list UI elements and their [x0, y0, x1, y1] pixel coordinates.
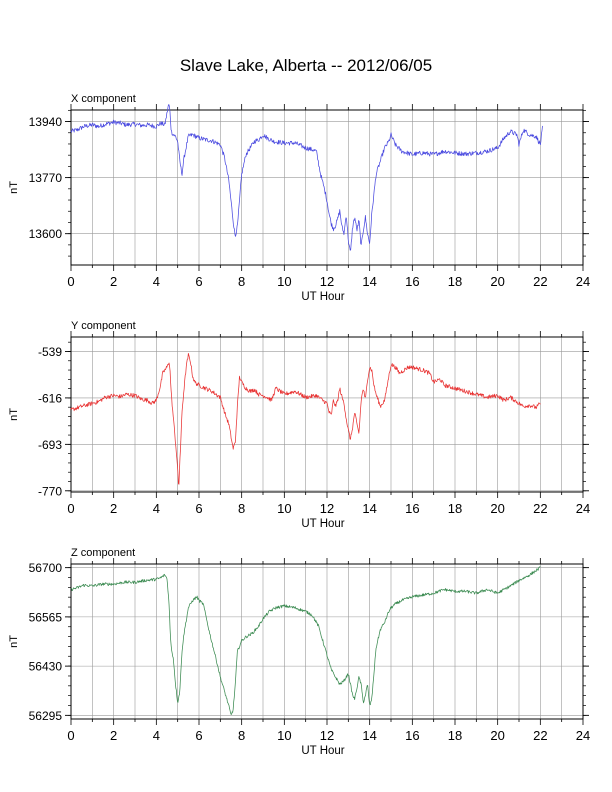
z-component-ticks — [65, 558, 589, 725]
y-component-y-axis-label: nT — [8, 408, 20, 421]
x-component-x-tick-label: 0 — [67, 274, 74, 289]
y-component-x-tick-label: 18 — [448, 501, 462, 516]
z-component-y-axis-label: nT — [8, 635, 20, 648]
y-component-x-tick-label: 6 — [195, 501, 202, 516]
y-component-y-tick-label: -616 — [38, 391, 62, 405]
y-component-panel: Y component 0 2 4 6 8 10 12 14 16 18 20 22 24 -539 -616… — [0, 315, 612, 535]
x-component-x-tick-label: 14 — [362, 274, 376, 289]
y-component-x-tick-label: 16 — [405, 501, 419, 516]
x-component-x-tick-label: 4 — [153, 274, 160, 289]
x-component-series-line — [70, 104, 543, 251]
x-component-x-tick-label: 20 — [490, 274, 504, 289]
y-component-x-tick-label: 12 — [320, 501, 334, 516]
z-component-y-tick-label: 56430 — [29, 660, 63, 674]
z-component-x-tick-label: 0 — [67, 728, 74, 743]
z-component-x-tick-label: 16 — [405, 728, 419, 743]
y-component-y-tick-label: -693 — [38, 438, 62, 452]
z-component-panel: Z component 0 2 4 6 8 10 12 14 16 18 20 22 24 56295 564… — [0, 542, 612, 762]
x-component-x-tick-label: 10 — [277, 274, 291, 289]
y-component-x-axis-label: UT Hour — [301, 518, 344, 530]
y-component-x-tick-label: 2 — [110, 501, 117, 516]
y-component-x-tick-label: 4 — [153, 501, 160, 516]
z-component-grid — [70, 564, 584, 719]
x-component-title: X component — [71, 93, 136, 105]
z-component-x-tick-label: 18 — [448, 728, 462, 743]
y-component-x-tick-label: 22 — [533, 501, 547, 516]
x-component-y-tick-label: 13600 — [29, 227, 63, 241]
z-component-y-tick-label: 56295 — [29, 709, 63, 723]
x-component-x-tick-label: 22 — [533, 274, 547, 289]
x-component-y-axis-label: nT — [8, 181, 20, 194]
z-component-y-tick-label: 56700 — [29, 561, 63, 575]
y-component-ticks — [65, 331, 589, 498]
y-component-x-tick-label: 14 — [362, 501, 376, 516]
z-component-y-tick-label: 56565 — [29, 610, 63, 624]
y-component-grid — [70, 337, 584, 492]
y-component-x-tick-label: 8 — [238, 501, 245, 516]
z-component-x-tick-label: 6 — [195, 728, 202, 743]
z-component-x-tick-label: 2 — [110, 728, 117, 743]
x-component-x-axis-label: UT Hour — [301, 291, 344, 303]
y-component-x-tick-label: 20 — [490, 501, 504, 516]
y-component-title: Y component — [71, 320, 136, 332]
z-component-x-tick-label: 22 — [533, 728, 547, 743]
y-component-x-tick-label: 0 — [67, 501, 74, 516]
x-component-panel: X component 0 2 4 6 8 10 12 14 16 18 20 22 24 13600 137… — [0, 88, 612, 308]
y-component-y-tick-label: -770 — [38, 484, 62, 498]
x-component-grid — [70, 110, 584, 265]
x-component-x-tick-label: 16 — [405, 274, 419, 289]
z-component-x-tick-label: 12 — [320, 728, 334, 743]
z-component-series-line — [70, 566, 541, 715]
z-component-x-tick-label: 14 — [362, 728, 376, 743]
z-component-x-axis-label: UT Hour — [301, 745, 344, 757]
x-component-y-tick-label: 13940 — [29, 115, 63, 129]
z-component-x-tick-label: 4 — [153, 728, 160, 743]
y-component-x-tick-label: 24 — [576, 501, 590, 516]
z-component-x-tick-label: 8 — [238, 728, 245, 743]
x-component-y-tick-label: 13770 — [29, 171, 63, 185]
z-component-title: Z component — [71, 547, 135, 559]
x-component-x-tick-label: 12 — [320, 274, 334, 289]
x-component-x-tick-label: 2 — [110, 274, 117, 289]
x-component-x-tick-label: 8 — [238, 274, 245, 289]
y-component-series-line — [70, 352, 541, 485]
z-component-x-tick-label: 20 — [490, 728, 504, 743]
z-component-x-tick-label: 10 — [277, 728, 291, 743]
y-component-y-tick-label: -539 — [38, 345, 62, 359]
x-component-x-tick-label: 6 — [195, 274, 202, 289]
x-component-ticks — [65, 104, 589, 271]
x-component-x-tick-label: 24 — [576, 274, 590, 289]
x-component-x-tick-label: 18 — [448, 274, 462, 289]
page-title: Slave Lake, Alberta -- 2012/06/05 — [179, 56, 433, 75]
z-component-x-tick-label: 24 — [576, 728, 590, 743]
y-component-x-tick-label: 10 — [277, 501, 291, 516]
